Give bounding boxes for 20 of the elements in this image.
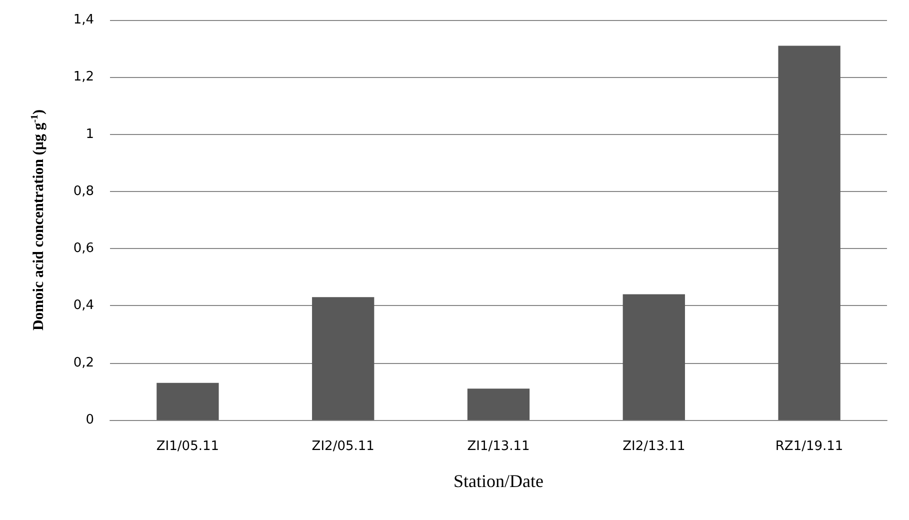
y-tick-label: 1,2 [73,70,94,85]
y-tick-label: 1 [86,126,94,142]
y-tick-label: 0,4 [73,298,94,314]
y-tick-label: 1,4 [73,12,94,28]
x-tick-label: ZI2/13.11 [622,439,686,454]
x-axis-title: Station/Date [454,471,544,491]
x-tick-label: ZI1/05.11 [156,439,220,454]
y-tick-label: 0,2 [73,355,94,370]
bar [156,382,219,420]
bar [467,388,530,420]
bar [778,46,840,420]
y-tick-label: 0,6 [73,241,94,256]
x-tick-label: ZI1/13.11 [467,439,530,454]
y-tick-label: 0 [86,412,94,428]
x-tick-label: RZ1/19.11 [775,439,844,454]
bar [622,294,685,420]
y-tick-label: 0,8 [73,184,94,199]
bar [312,297,374,420]
y-axis-title: Domoic acid concentration (µg g-1) [30,109,47,331]
x-tick-label: ZI2/05.11 [312,439,374,454]
